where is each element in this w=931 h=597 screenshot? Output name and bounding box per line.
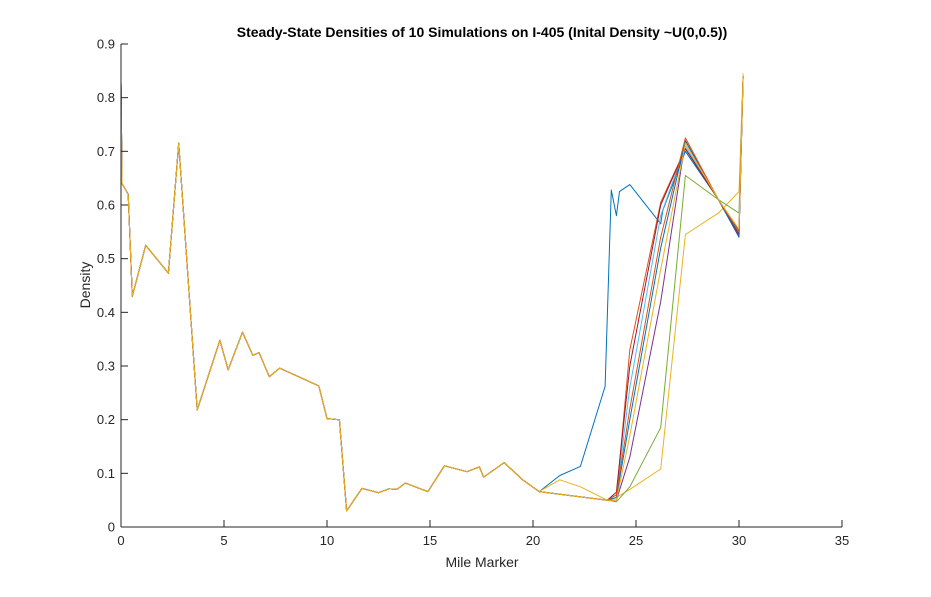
x-tick-label: 15 bbox=[423, 533, 437, 548]
x-tick-label: 25 bbox=[629, 533, 643, 548]
y-tick-label: 0.5 bbox=[97, 251, 115, 266]
axes: 0 5 10 15 20 25 30 35 0 0.1 0.2 0.3 0.4 0.5 0.6 0.7 0.8 0… bbox=[97, 37, 849, 549]
x-axis-label: Mile Marker bbox=[445, 554, 518, 570]
x-tick-label: 35 bbox=[835, 533, 849, 548]
y-tick-label: 0.1 bbox=[97, 466, 115, 481]
y-tick-label: 0.6 bbox=[97, 198, 115, 213]
y-tick-label: 0.7 bbox=[97, 144, 115, 159]
y-tick-label: 0.8 bbox=[97, 90, 115, 105]
x-tick-label: 5 bbox=[220, 533, 227, 548]
y-tick-label: 0.2 bbox=[97, 412, 115, 427]
x-tick-label: 10 bbox=[320, 533, 334, 548]
chart-title: Steady-State Densities of 10 Simulations… bbox=[237, 24, 728, 40]
y-tick-label: 0 bbox=[108, 520, 115, 535]
x-tick-label: 20 bbox=[526, 533, 540, 548]
x-tick-label: 30 bbox=[732, 533, 746, 548]
y-tick-label: 0.3 bbox=[97, 359, 115, 374]
y-tick-label: 0.4 bbox=[97, 305, 115, 320]
x-tick-label: 0 bbox=[117, 533, 124, 548]
series-line-10 bbox=[120, 76, 744, 512]
y-axis-label: Density bbox=[77, 262, 93, 309]
y-tick-label: 0.9 bbox=[97, 37, 115, 52]
plot-lines bbox=[120, 73, 744, 512]
